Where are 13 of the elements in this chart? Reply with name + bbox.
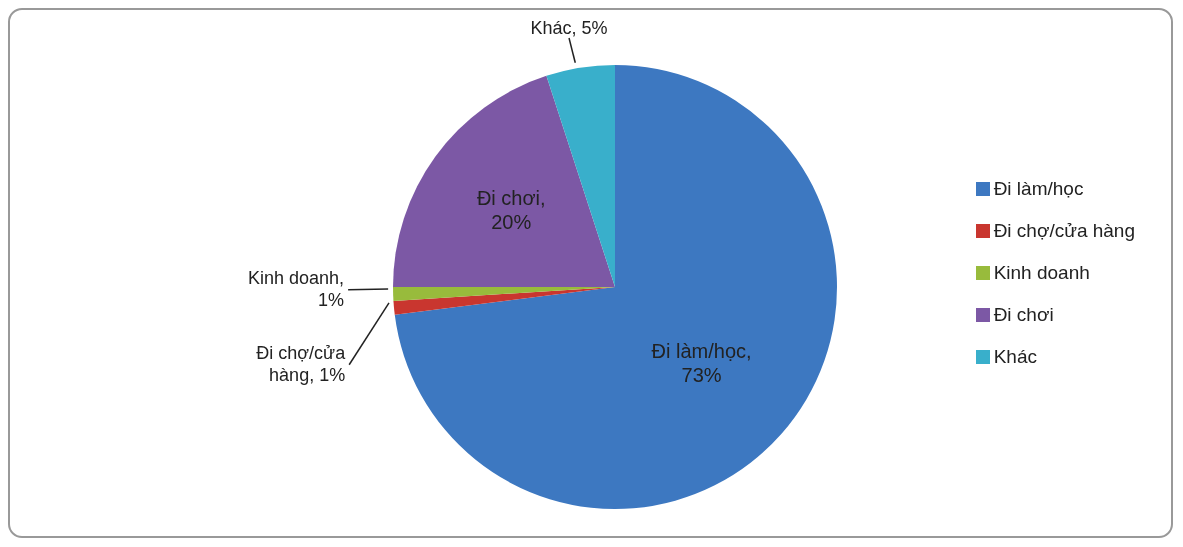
data-label: Kinh doanh, 1% — [248, 267, 345, 311]
legend-label: Đi chợ/cửa hàng — [993, 219, 1135, 241]
data-label: Đi chợ/cửa hàng, 1% — [256, 342, 347, 386]
pie-slice — [394, 65, 837, 509]
data-label: Đi làm/học, 73% — [651, 339, 752, 386]
pie-slice — [546, 65, 615, 287]
legend-label: Đi chơi — [993, 303, 1054, 325]
legend-label: Đi làm/học — [993, 177, 1084, 199]
legend-label: Kinh doanh — [993, 261, 1090, 283]
data-label: Khác, 5% — [530, 18, 608, 39]
data-label: Đi chơi, 20% — [476, 187, 546, 234]
legend-label: Khác — [993, 345, 1037, 367]
pie-slice — [393, 75, 615, 287]
